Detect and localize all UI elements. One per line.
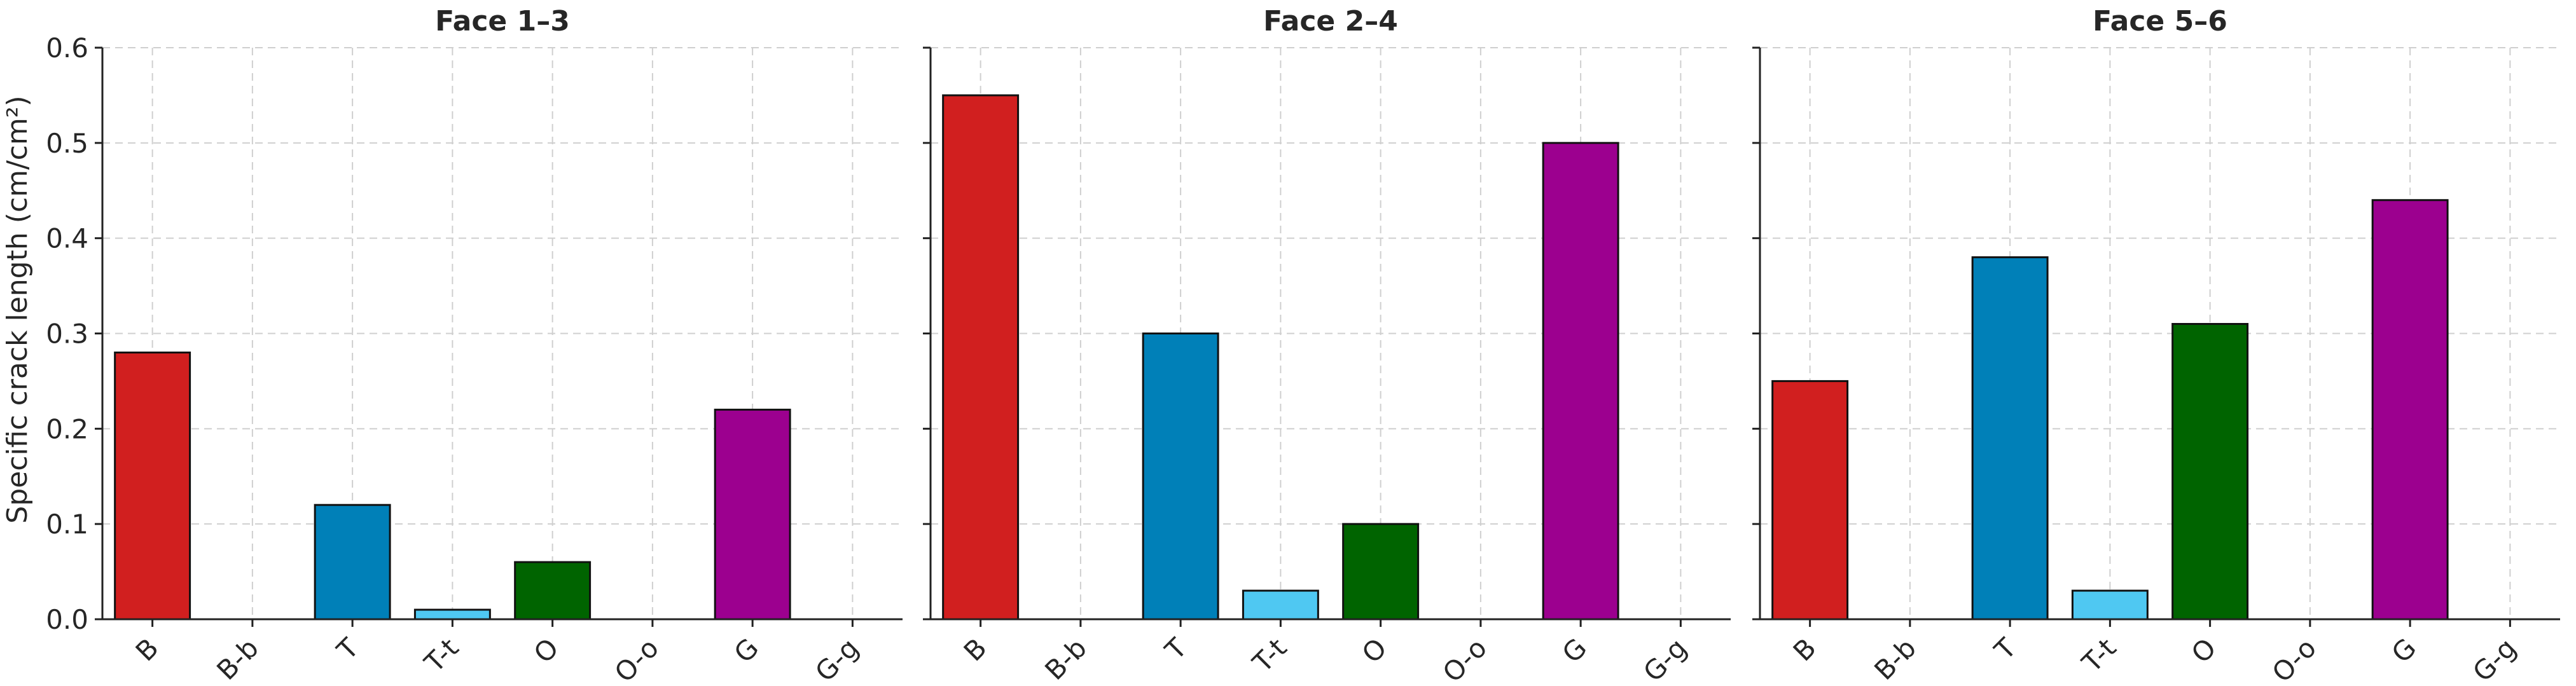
y-tick-label: 0.4 bbox=[46, 223, 88, 254]
x-tick-label: G bbox=[1556, 632, 1593, 669]
bar-o bbox=[514, 561, 592, 621]
bar-t bbox=[1971, 256, 2049, 621]
bar-t bbox=[1142, 333, 1219, 621]
bar-t-t bbox=[1242, 589, 1319, 621]
x-tick-label: O bbox=[1356, 632, 1393, 669]
x-tick-label: G-g bbox=[1637, 632, 1693, 686]
y-tick-label: 0.2 bbox=[46, 413, 88, 444]
x-tick-label: T-t bbox=[418, 632, 464, 678]
x-tick-label: O-o bbox=[2266, 632, 2322, 686]
panel-3: B B-b T T-t O O-o G G-g Face 5–6 bbox=[1752, 5, 2560, 686]
panel-2: B B-b T T-t O O-o G G-g Face 2–4 bbox=[923, 5, 1731, 686]
x-tick-label: G bbox=[728, 632, 765, 669]
x-tick-label: O-o bbox=[609, 632, 665, 686]
x-tick-label: O bbox=[528, 632, 565, 669]
x-tick-label: O bbox=[2185, 632, 2222, 669]
x-tick-label: B bbox=[1787, 632, 1822, 667]
x-tick-label: T bbox=[1159, 632, 1193, 666]
x-tick-label: G-g bbox=[2467, 632, 2522, 686]
bar-t bbox=[314, 504, 391, 621]
y-tick-label: 0.1 bbox=[46, 509, 88, 540]
bar-b bbox=[114, 351, 191, 621]
panels: 0.0 0.1 0.2 0.3 0.4 0.5 0.6 B B-b T T-t O O-o G G-g Fac… bbox=[46, 5, 2560, 686]
y-tick-label: 0.5 bbox=[46, 128, 88, 159]
x-tick-label: O-o bbox=[1437, 632, 1493, 686]
bar-t-t bbox=[2071, 589, 2149, 621]
bar-g bbox=[2371, 199, 2449, 621]
x-tick-label: T-t bbox=[1246, 632, 1292, 678]
y-tick-label: 0.6 bbox=[46, 32, 88, 64]
y-axis-label: Specific crack length (cm/cm²) bbox=[1, 95, 34, 523]
bar-b bbox=[1771, 380, 1849, 621]
x-tick-label: T-t bbox=[2075, 632, 2122, 678]
bar-g bbox=[1542, 142, 1619, 621]
panel-1: 0.0 0.1 0.2 0.3 0.4 0.5 0.6 B B-b T T-t O O-o G G-g Fac… bbox=[46, 5, 903, 686]
bar-o bbox=[1342, 523, 1420, 621]
y-tick-label: 0.3 bbox=[46, 319, 88, 350]
bar-o bbox=[2171, 323, 2249, 621]
x-tick-label: B bbox=[958, 632, 993, 667]
bar-g bbox=[714, 408, 791, 621]
x-tick-label: B-b bbox=[1868, 632, 1922, 686]
x-tick-label: G bbox=[2386, 632, 2423, 669]
x-tick-label: B-b bbox=[1039, 632, 1093, 686]
bar-t-t bbox=[413, 608, 491, 621]
x-tick-label: T bbox=[331, 632, 365, 666]
x-tick-label: T bbox=[1988, 632, 2023, 666]
y-tick-label: 0.0 bbox=[46, 604, 88, 635]
x-tick-label: B-b bbox=[211, 632, 265, 686]
bar-b bbox=[942, 94, 1020, 621]
x-tick-label: G-g bbox=[809, 632, 864, 686]
panel-title: Face 1–3 bbox=[435, 5, 570, 38]
panel-title: Face 5–6 bbox=[2093, 5, 2227, 38]
x-tick-label: B bbox=[130, 632, 165, 667]
panel-title: Face 2–4 bbox=[1263, 5, 1398, 38]
